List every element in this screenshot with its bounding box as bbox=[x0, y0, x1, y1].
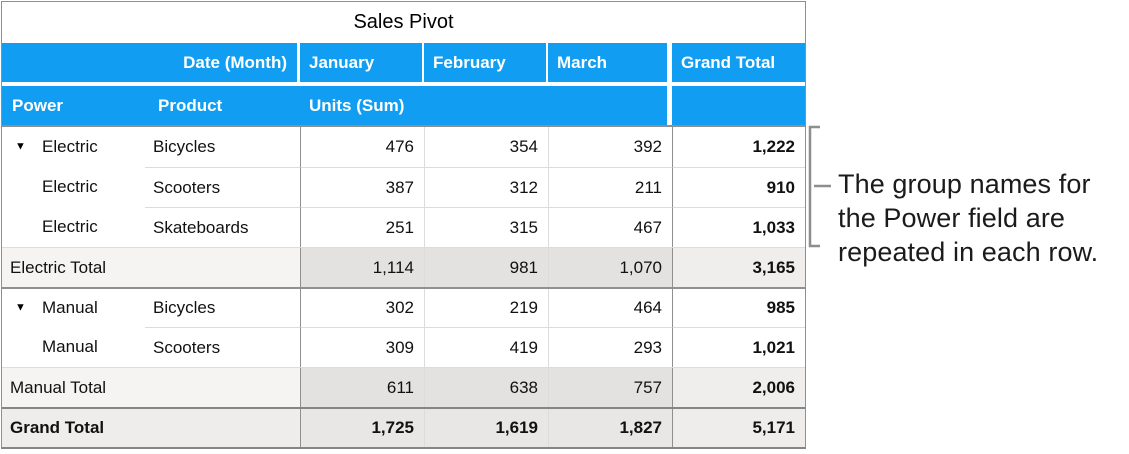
grand-total-label-cell[interactable]: Grand Total bbox=[2, 409, 300, 447]
field-header-row: Power Product Units (Sum) bbox=[2, 86, 805, 125]
power-cell[interactable]: ▼ Manual bbox=[2, 289, 145, 327]
power-value: Electric bbox=[42, 137, 98, 156]
column-header-march[interactable]: March bbox=[548, 43, 672, 82]
grand-total-grand-cell[interactable]: 5,171 bbox=[672, 409, 805, 447]
subtotal-cell-march[interactable]: 1,070 bbox=[548, 248, 672, 287]
table-row: ▼ Electric Bicycles 476 354 392 1,222 bbox=[2, 127, 805, 167]
grand-total-cell-march[interactable]: 1,827 bbox=[548, 409, 672, 447]
grand-total-row: Grand Total 1,725 1,619 1,827 5,171 bbox=[2, 407, 805, 447]
column-header-january[interactable]: January bbox=[300, 43, 424, 82]
product-field-header[interactable]: Product bbox=[158, 95, 223, 115]
value-cell-february[interactable]: 419 bbox=[424, 327, 548, 367]
power-value: Electric bbox=[42, 177, 98, 196]
power-value: Manual bbox=[42, 337, 98, 356]
value-cell-january[interactable]: 251 bbox=[300, 207, 424, 247]
column-header-february[interactable]: February bbox=[424, 43, 548, 82]
table-title[interactable]: Sales Pivot bbox=[2, 2, 805, 43]
subtotal-cell-february[interactable]: 981 bbox=[424, 248, 548, 287]
callout-bracket bbox=[808, 125, 831, 248]
row-field-headers[interactable]: Power Product bbox=[2, 86, 300, 125]
grand-total-cell-january[interactable]: 1,725 bbox=[300, 409, 424, 447]
value-cell-january[interactable]: 476 bbox=[300, 127, 424, 167]
annotation-line: repeated in each row. bbox=[838, 237, 1099, 267]
power-field-header[interactable]: Power bbox=[12, 95, 64, 115]
value-cell-march[interactable]: 464 bbox=[548, 289, 672, 327]
product-cell[interactable]: Bicycles bbox=[145, 127, 300, 167]
value-cell-march[interactable]: 211 bbox=[548, 167, 672, 207]
column-header-grand-total[interactable]: Grand Total bbox=[681, 52, 776, 72]
subtotal-row: Manual Total 611 638 757 2,006 bbox=[2, 367, 805, 407]
header-divider bbox=[2, 125, 805, 127]
values-header[interactable]: Units (Sum) bbox=[300, 86, 672, 125]
row-grand-total-cell[interactable]: 1,222 bbox=[672, 127, 805, 167]
grand-total-cell-february[interactable]: 1,619 bbox=[424, 409, 548, 447]
power-cell[interactable]: Electric bbox=[2, 167, 145, 207]
value-cell-february[interactable]: 315 bbox=[424, 207, 548, 247]
subtotal-grand-total-cell[interactable]: 3,165 bbox=[672, 248, 805, 287]
disclosure-triangle-icon[interactable]: ▼ bbox=[15, 140, 26, 153]
power-value: Electric bbox=[42, 217, 98, 236]
subtotal-cell-january[interactable]: 1,114 bbox=[300, 248, 424, 287]
product-cell[interactable]: Skateboards bbox=[145, 207, 300, 247]
subtotal-label-cell[interactable]: Electric Total bbox=[2, 248, 300, 287]
subtotal-cell-february[interactable]: 638 bbox=[424, 368, 548, 407]
subtotal-row: Electric Total 1,114 981 1,070 3,165 bbox=[2, 247, 805, 287]
row-grand-total-cell[interactable]: 1,033 bbox=[672, 207, 805, 247]
power-cell[interactable]: Electric bbox=[2, 207, 145, 247]
subtotal-cell-march[interactable]: 757 bbox=[548, 368, 672, 407]
value-cell-february[interactable]: 219 bbox=[424, 289, 548, 327]
value-cell-march[interactable]: 467 bbox=[548, 207, 672, 247]
value-cell-january[interactable]: 387 bbox=[300, 167, 424, 207]
value-cell-march[interactable]: 293 bbox=[548, 327, 672, 367]
disclosure-triangle-icon[interactable]: ▼ bbox=[15, 301, 26, 314]
table-row: Electric Scooters 387 312 211 910 bbox=[2, 167, 805, 207]
header-gap bbox=[2, 82, 805, 86]
row-grand-total-cell[interactable]: 910 bbox=[672, 167, 805, 207]
product-cell[interactable]: Bicycles bbox=[145, 289, 300, 327]
annotation-line: The group names for bbox=[838, 169, 1091, 199]
annotation-line: the Power field are bbox=[838, 203, 1066, 233]
value-cell-february[interactable]: 354 bbox=[424, 127, 548, 167]
value-cell-january[interactable]: 302 bbox=[300, 289, 424, 327]
value-cell-january[interactable]: 309 bbox=[300, 327, 424, 367]
row-grand-total-cell[interactable]: 1,021 bbox=[672, 327, 805, 367]
subtotal-label-cell[interactable]: Manual Total bbox=[2, 368, 300, 407]
pivot-table: Sales Pivot Date (Month) January Februar… bbox=[1, 1, 806, 449]
column-header-row: Date (Month) January February March Gran… bbox=[2, 43, 805, 82]
power-cell[interactable]: Manual bbox=[2, 327, 145, 367]
grand-total-empty-header[interactable] bbox=[672, 86, 805, 125]
power-value: Manual bbox=[42, 298, 98, 317]
subtotal-cell-january[interactable]: 611 bbox=[300, 368, 424, 407]
table-row: ▼ Manual Bicycles 302 219 464 985 bbox=[2, 287, 805, 327]
value-cell-march[interactable]: 392 bbox=[548, 127, 672, 167]
row-grand-total-cell[interactable]: 985 bbox=[672, 289, 805, 327]
product-cell[interactable]: Scooters bbox=[145, 167, 300, 207]
column-field-header[interactable]: Date (Month) bbox=[2, 43, 300, 82]
table-row: Manual Scooters 309 419 293 1,021 bbox=[2, 327, 805, 367]
annotation-text: The group names for the Power field are … bbox=[838, 167, 1098, 269]
value-cell-february[interactable]: 312 bbox=[424, 167, 548, 207]
subtotal-grand-total-cell[interactable]: 2,006 bbox=[672, 368, 805, 407]
table-row: Electric Skateboards 251 315 467 1,033 bbox=[2, 207, 805, 247]
product-cell[interactable]: Scooters bbox=[145, 327, 300, 367]
power-cell[interactable]: ▼ Electric bbox=[2, 127, 145, 167]
